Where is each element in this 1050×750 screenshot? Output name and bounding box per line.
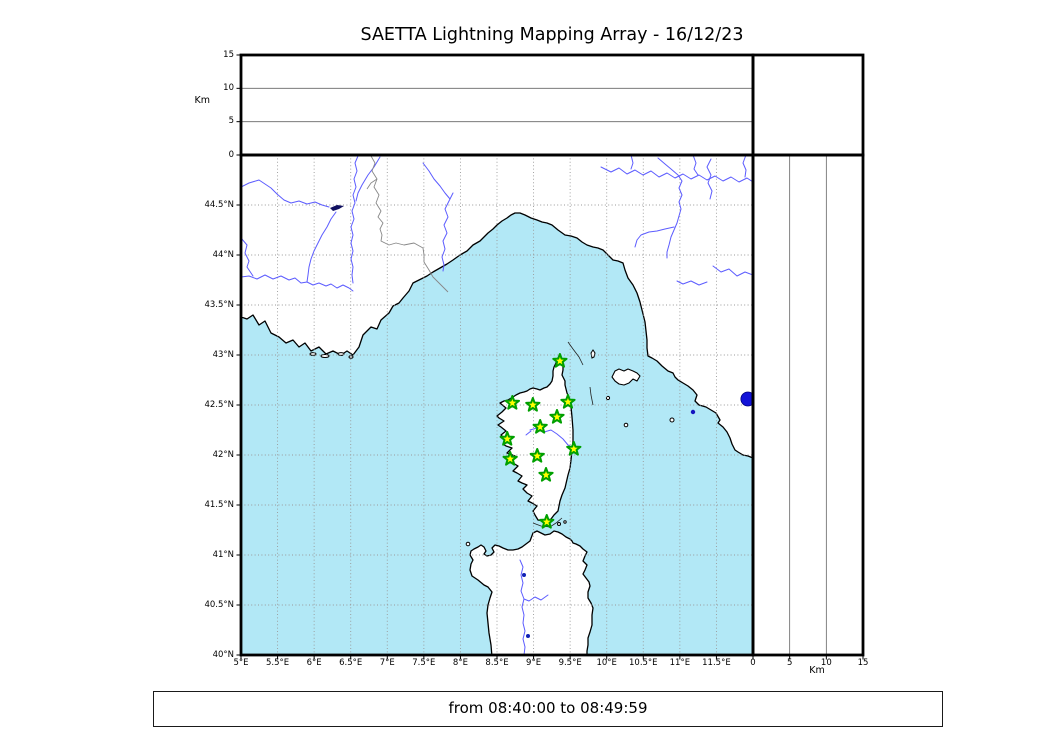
lon-tick-label: 11°E (669, 658, 691, 668)
grid-lines (241, 155, 753, 655)
altitude-tick-label-left: 10 (223, 82, 234, 93)
lon-tick-label: 11.5°E (702, 658, 731, 668)
lon-tick-label: 7°E (379, 658, 395, 668)
lma-station-marker (529, 448, 545, 463)
lat-tick-label: 41.5°N (204, 499, 234, 510)
sardinia-lake (522, 573, 526, 577)
figure-title: SAETTA Lightning Mapping Array - 16/12/2… (360, 25, 744, 45)
altitude-tick-label-bottom: 15 (857, 658, 869, 668)
altitude-tick-label-left: 15 (223, 49, 234, 60)
lma-station-marker (549, 409, 565, 424)
lat-tick-label: 42°N (212, 449, 234, 460)
corner-panel-frame (751, 53, 865, 157)
event-dot (740, 391, 753, 407)
maddalena-islet (557, 522, 561, 526)
mainland-coast (241, 155, 753, 459)
lat-tick-label: 40.5°N (204, 599, 234, 610)
altitude-tick-label-bottom: 0 (750, 658, 756, 668)
lma-station-marker (566, 441, 582, 456)
maddalena-islet (563, 520, 567, 524)
lat-tick-label: 43.5°N (204, 299, 234, 310)
lat-tick-label: 44°N (212, 249, 234, 260)
montecristo-island (623, 422, 629, 428)
altitude-axis-unit-top: Km (194, 95, 210, 106)
altitude-vs-latitude-panel-frame (751, 153, 865, 657)
lon-tick-label: 7.5°E (412, 658, 436, 668)
lma-station-marker (499, 431, 515, 446)
lake-serre-poncon (330, 205, 344, 211)
lon-tick-label: 5.5°E (265, 658, 290, 668)
lon-tick-label: 6.5°E (339, 658, 363, 668)
altitude-tick-label-bottom: 5 (786, 658, 793, 668)
lma-station-marker (502, 451, 518, 466)
lon-tick-label: 6°E (306, 658, 322, 668)
asinara-island (465, 541, 471, 547)
markers (499, 353, 753, 529)
lma-station-marker (560, 394, 576, 409)
giglio-island (669, 417, 675, 423)
lon-tick-label: 5°E (233, 658, 249, 668)
altitude-vs-longitude-panel-frame (239, 53, 755, 157)
sardinia-island (469, 530, 594, 655)
lat-tick-label: 44.5°N (204, 199, 234, 210)
lat-tick-label: 41°N (212, 549, 234, 560)
altitude-tick-label-bottom: 10 (820, 658, 832, 668)
lma-station-marker (552, 353, 568, 368)
lma-station-marker (538, 467, 554, 482)
time-range-box: from 08:40:00 to 08:49:59 (153, 691, 943, 727)
lon-tick-label: 9.5°E (558, 658, 582, 668)
lat-tick-label: 42.5°N (204, 399, 234, 410)
lon-tick-label: 10°E (596, 658, 617, 668)
capraia-island (590, 349, 596, 359)
lon-tick-label: 8.5°E (485, 658, 509, 668)
lat-tick-label: 43°N (212, 349, 234, 360)
sardinia-lake (526, 634, 530, 638)
lakes (330, 205, 696, 638)
altitude-tick-label-left: 0 (228, 149, 234, 160)
country-border (366, 155, 449, 293)
lat-tick-label: 40°N (212, 649, 234, 660)
pianosa-island (605, 395, 611, 401)
lma-station-marker (539, 514, 555, 529)
altitude-tick-label-left: 5 (228, 116, 234, 127)
time-range-text: from 08:40:00 to 08:49:59 (448, 699, 648, 717)
altitude-axis-unit-bottom: Km (809, 665, 825, 676)
lon-tick-label: 9°E (526, 658, 542, 668)
orbetello-lagoon (690, 409, 696, 415)
lma-station-marker (532, 419, 548, 434)
lon-tick-label: 10.5°E (629, 658, 658, 668)
elba-island (611, 368, 641, 386)
lma-station-marker (504, 395, 521, 410)
rivers (241, 155, 753, 655)
lon-tick-label: 8°E (452, 658, 468, 668)
lma-station-marker (525, 397, 541, 412)
